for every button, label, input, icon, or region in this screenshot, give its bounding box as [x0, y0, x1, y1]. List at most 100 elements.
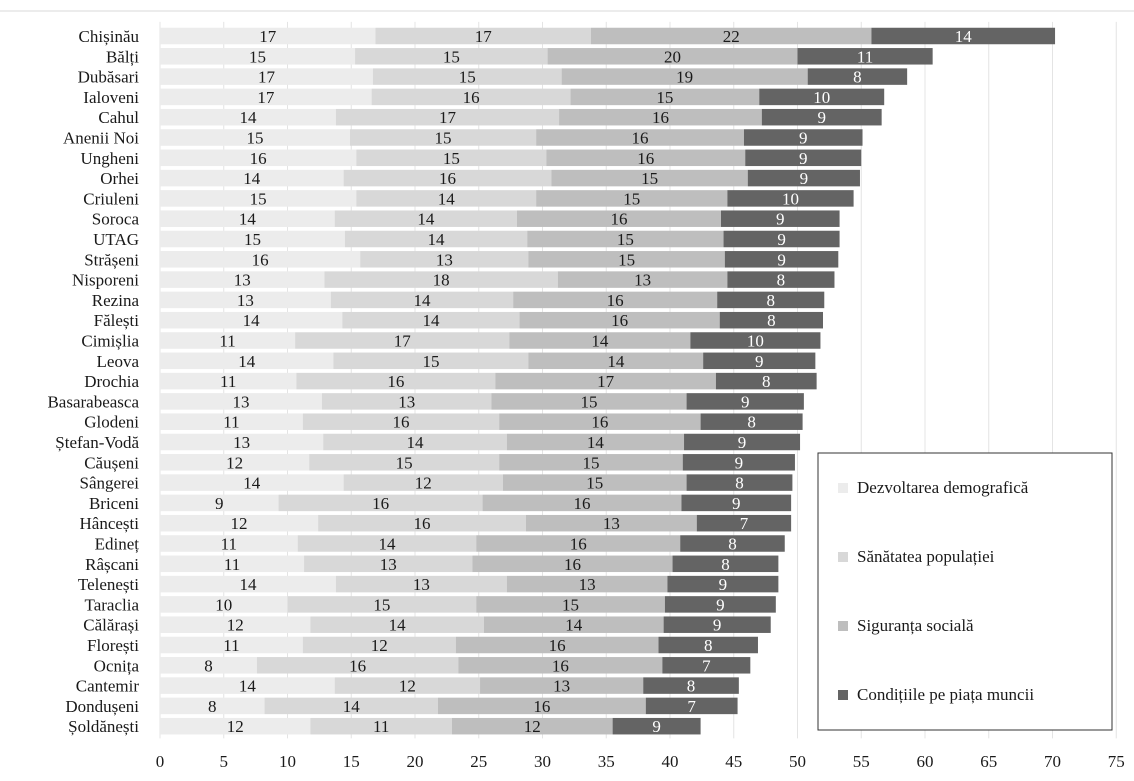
bar-segment — [476, 535, 681, 552]
data-label: 16 — [607, 291, 624, 310]
legend-label: Sănătatea populației — [857, 547, 995, 566]
bar-segment — [727, 271, 835, 288]
data-label: 13 — [579, 575, 596, 594]
category-label: Ocnița — [94, 656, 140, 675]
bar-segment — [717, 291, 825, 309]
data-label: 11 — [221, 535, 237, 554]
data-label: 14 — [422, 311, 440, 330]
data-label: 10 — [813, 88, 830, 107]
data-label: 20 — [664, 47, 681, 66]
bar-segment — [160, 210, 335, 227]
category-label: Orhei — [100, 169, 139, 188]
bar-segment — [667, 575, 779, 593]
bar-segment — [551, 169, 748, 187]
bar-segment — [297, 535, 477, 552]
category-label: Leova — [97, 352, 140, 371]
data-label: 12 — [227, 717, 244, 736]
bar-segment — [536, 190, 728, 207]
bar-segment — [491, 393, 687, 410]
bar-segment — [455, 636, 659, 654]
category-label: Ștefan-Vodă — [55, 433, 139, 452]
data-label: 9 — [777, 230, 786, 249]
bar-segment — [304, 555, 473, 573]
bar-segment — [342, 311, 520, 329]
bar-segment — [721, 210, 840, 227]
bar-segment — [160, 454, 310, 471]
category-label: Edineț — [95, 535, 140, 554]
data-label: 15 — [373, 595, 390, 614]
data-label: 16 — [552, 656, 569, 675]
legend: Dezvoltarea demografică Sănătatea populaț… — [817, 452, 1113, 731]
bar-segment — [160, 251, 361, 268]
data-label: 17 — [259, 27, 277, 46]
data-label: 16 — [591, 413, 608, 432]
data-label: 14 — [343, 697, 361, 716]
category-label: Strășeni — [84, 250, 139, 269]
bar-segment — [287, 596, 477, 613]
data-label: 13 — [603, 514, 620, 533]
data-label: 9 — [777, 250, 786, 269]
data-label: 17 — [597, 372, 615, 391]
data-label: 8 — [762, 372, 771, 391]
category-label: Râșcani — [85, 555, 139, 574]
data-label: 15 — [656, 88, 673, 107]
bar-segment — [482, 494, 682, 512]
data-label: 14 — [587, 433, 605, 452]
data-label: 9 — [732, 494, 741, 513]
data-label: 10 — [215, 595, 232, 614]
bar-segment — [334, 210, 517, 227]
bar-segment — [528, 352, 704, 370]
legend-label: Condițiile pe piața muncii — [857, 685, 1034, 704]
data-label: 16 — [349, 656, 366, 675]
bar-segment — [761, 108, 882, 126]
data-label: 13 — [233, 433, 250, 452]
data-label: 11 — [857, 47, 873, 66]
bar-segment — [356, 149, 547, 167]
bar-segment — [517, 210, 721, 227]
data-label: 16 — [252, 250, 269, 269]
legend-swatch — [838, 621, 848, 631]
data-label: 13 — [634, 271, 651, 290]
x-tick-label: 20 — [407, 752, 424, 771]
legend-swatch — [838, 483, 848, 493]
data-label: 8 — [777, 271, 786, 290]
x-tick-label: 10 — [279, 752, 296, 771]
data-label: 14 — [607, 352, 625, 371]
data-label: 7 — [702, 656, 711, 675]
category-label: Rezina — [92, 291, 140, 310]
data-label: 11 — [223, 636, 239, 655]
data-label: 9 — [776, 210, 785, 229]
bar-segment — [160, 169, 344, 187]
data-label: 14 — [378, 535, 396, 554]
bar-segment — [672, 555, 779, 573]
category-label: UTAG — [93, 230, 139, 249]
bar-segment — [499, 454, 683, 471]
data-label: 11 — [219, 332, 235, 351]
data-label: 15 — [623, 189, 640, 208]
category-label: Soroca — [92, 210, 140, 229]
data-label: 15 — [617, 230, 634, 249]
data-label: 9 — [800, 169, 809, 188]
bar-segment — [371, 88, 571, 106]
data-label: 8 — [747, 413, 756, 432]
data-label: 13 — [232, 392, 249, 411]
category-label: Anenii Noi — [63, 129, 139, 148]
category-label: Glodeni — [84, 413, 139, 432]
bar-segment — [807, 68, 908, 85]
bar-segment — [160, 372, 297, 390]
data-label: 16 — [574, 494, 591, 513]
data-label: 13 — [436, 250, 453, 269]
category-label: Ialoveni — [83, 88, 139, 107]
data-label: 9 — [738, 433, 747, 452]
bar-segment — [682, 454, 795, 471]
data-label: 15 — [443, 149, 460, 168]
data-label: 13 — [553, 677, 570, 696]
data-label: 8 — [766, 291, 775, 310]
data-label: 9 — [817, 108, 826, 127]
bar-segment — [302, 413, 500, 430]
bar-segment — [527, 230, 724, 248]
bar-segment — [724, 251, 839, 268]
bar-segment — [509, 332, 691, 349]
data-label: 12 — [231, 514, 248, 533]
data-label: 10 — [782, 189, 799, 208]
